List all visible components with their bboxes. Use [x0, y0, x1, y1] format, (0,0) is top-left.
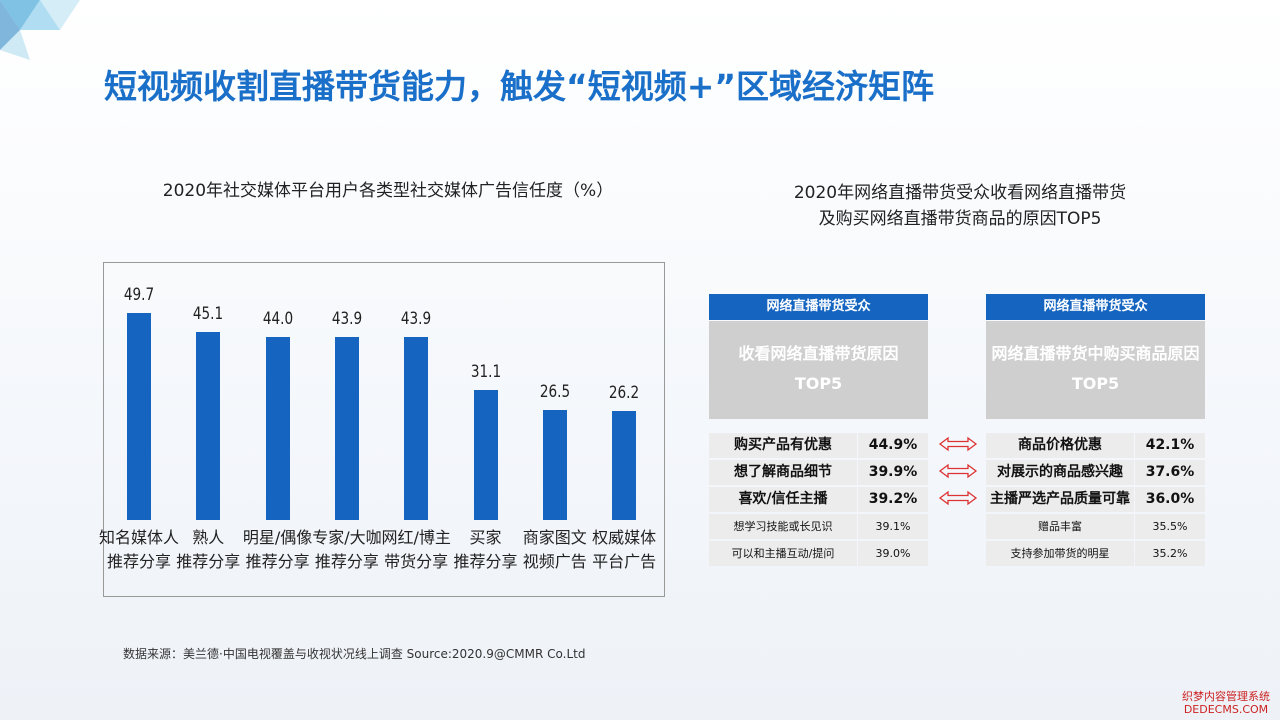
bar	[265, 336, 290, 520]
row-label: 主播严选产品质量可靠	[986, 487, 1134, 512]
watermark: 织梦内容管理系统 DEDECMS.COM	[1182, 690, 1270, 716]
x-tick-label: 网红/博主 带货分享	[381, 528, 451, 571]
x-tick-label: 商家图文 视频广告	[522, 528, 587, 571]
x-tick-label: 专家/大咖 推荐分享	[312, 528, 382, 571]
x-tick-label: 明星/偶像 推荐分享	[242, 528, 313, 571]
row-label: 可以和主播互动/提问	[709, 541, 857, 566]
reasons-title: 2020年网络直播带货受众收看网络直播带货 及购买网络直播带货商品的原因TOP5	[793, 183, 1127, 229]
row-value: 35.2%	[1135, 541, 1205, 566]
source-note: 数据来源：美兰德·中国电视覆盖与收视状况线上调查 Source:2020.9@C…	[123, 647, 586, 661]
row-value: 39.1%	[858, 514, 928, 539]
bar	[334, 337, 359, 520]
row-label: 赠品丰富	[986, 514, 1134, 539]
row-value: 42.1%	[1135, 433, 1205, 458]
row-value: 44.9%	[858, 433, 928, 458]
value-label: 43.9	[401, 309, 432, 330]
x-tick-label: 熟人 推荐分享	[176, 528, 241, 571]
row-label: 购买产品有优惠	[709, 433, 857, 458]
row-label: 支持参加带货的明星	[986, 541, 1134, 566]
value-label: 49.7	[123, 284, 155, 305]
value-label: 26.2	[608, 382, 640, 403]
row-label: 商品价格优惠	[986, 433, 1134, 458]
x-tick-label: 权威媒体 平台广告	[592, 528, 657, 571]
value-label: 45.1	[193, 304, 224, 325]
table-subheader: 网络直播带货中购买商品原因 TOP5	[986, 321, 1205, 419]
row-value: 35.5%	[1135, 514, 1205, 539]
table-subheader: 收看网络直播带货原因 TOP5	[709, 321, 928, 419]
bar	[612, 410, 637, 520]
chart-frame	[103, 262, 665, 597]
corner-decoration	[0, 0, 80, 60]
arrows	[938, 436, 978, 506]
bar	[404, 337, 429, 520]
value-label: 26.5	[539, 381, 570, 402]
x-tick-label: 买家 推荐分享	[453, 528, 518, 571]
bar	[542, 409, 567, 520]
bar	[127, 312, 151, 520]
row-value: 36.0%	[1135, 487, 1205, 512]
row-value: 37.6%	[1135, 460, 1205, 485]
row-label: 喜欢/信任主播	[709, 487, 857, 512]
value-label: 44.0	[262, 308, 293, 329]
watermark-line: 织梦内容管理系统	[1182, 690, 1270, 703]
row-label: 对展示的商品感兴趣	[986, 460, 1134, 485]
slide-title: 短视频收割直播带货能力，触发“短视频+”区域经济矩阵	[104, 67, 935, 106]
bar	[473, 390, 498, 520]
watermark-line: DEDECMS.COM	[1183, 703, 1269, 716]
bar	[196, 332, 221, 520]
row-label: 想了解商品细节	[709, 460, 857, 485]
table-header: 网络直播带货受众	[709, 294, 928, 320]
row-value: 39.2%	[858, 487, 928, 512]
table-header: 网络直播带货受众	[986, 294, 1205, 320]
value-label: 31.1	[470, 362, 501, 383]
row-value: 39.9%	[858, 460, 928, 485]
value-label: 43.9	[331, 309, 363, 330]
row-label: 想学习技能或长见识	[709, 514, 857, 539]
row-value: 39.0%	[858, 541, 928, 566]
chart-title: 2020年社交媒体平台用户各类型社交媒体广告信任度（%）	[162, 181, 614, 201]
x-tick-label: 知名媒体人 推荐分享	[99, 528, 180, 571]
